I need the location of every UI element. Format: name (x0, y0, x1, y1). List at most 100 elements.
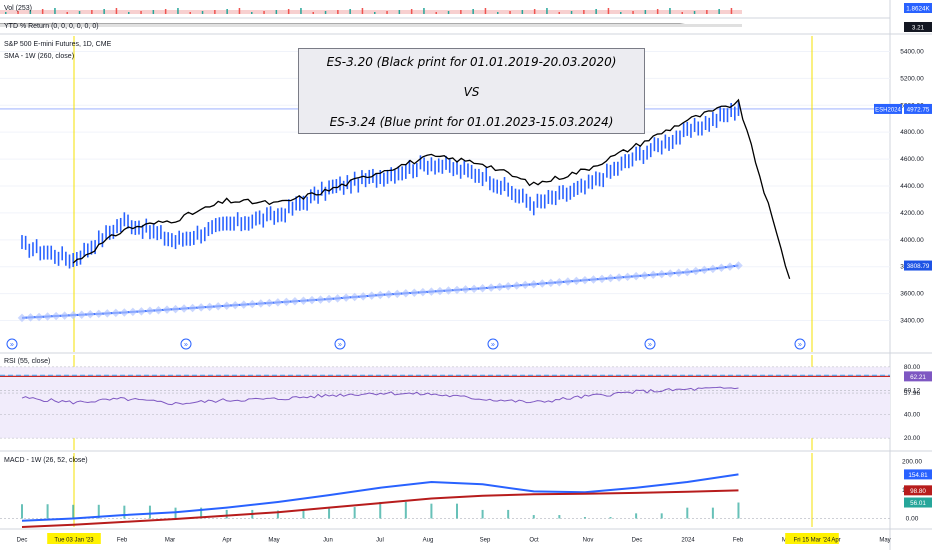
sma-point (435, 286, 445, 296)
sma-point (683, 267, 692, 277)
macd-histogram-bar (635, 513, 638, 519)
ytd-badge (904, 22, 932, 32)
sma-point (708, 264, 718, 274)
x-tick-label: Dec (632, 538, 643, 544)
sma-point (734, 261, 743, 270)
sma-point (367, 291, 376, 300)
sma-point (674, 268, 684, 278)
sma-point (725, 262, 735, 271)
vol-bar (140, 11, 142, 14)
vol-bar (349, 9, 351, 14)
sma-point (486, 283, 496, 292)
x-tick-label: May (268, 538, 279, 544)
macd-histogram-bar (302, 510, 305, 519)
macd-tick-label: 200.00 (902, 459, 922, 466)
rsi-tick-label: 80.00 (904, 364, 921, 371)
vol-bar (632, 11, 634, 14)
sma-point (17, 313, 27, 323)
vol-badge (904, 3, 932, 13)
vol-bar (558, 12, 560, 14)
vol-bar (337, 10, 339, 14)
sma-point (324, 294, 334, 304)
vol-bar (374, 12, 376, 14)
event-icon (180, 338, 192, 350)
macd-histogram-bar (379, 501, 382, 519)
sma-point (631, 271, 641, 281)
sma-point (68, 310, 78, 320)
y-tick-label: 3400.00 (900, 318, 924, 325)
rsi-tick-label: 20.00 (904, 435, 921, 442)
sma-point (520, 280, 530, 290)
y-tick-label: 5400.00 (900, 48, 924, 55)
sma-point (410, 288, 419, 297)
vol-bar (693, 11, 696, 14)
vol-bar (607, 8, 610, 14)
sma-point (538, 279, 547, 288)
vol-bar (78, 11, 81, 14)
event-icon: » (338, 341, 342, 348)
macd-histogram-bar (328, 507, 331, 519)
annotation-box: ES-3.20 (Black print for 01.01.2019-20.0… (298, 48, 645, 134)
macd-histogram-bar (609, 517, 612, 519)
sma-point (77, 310, 86, 319)
macd-histogram-bar (686, 507, 689, 519)
macd-histogram-bar (583, 517, 586, 519)
sma-point (162, 305, 172, 314)
event-icon (6, 338, 18, 350)
event-icon (487, 338, 499, 350)
sma-point (137, 307, 146, 316)
y-tick-label: 4200.00 (900, 210, 924, 217)
vol-bar (398, 10, 401, 14)
macd-tick-label: 0.00 (906, 515, 919, 522)
ytd-badge-text: 3.21 (912, 25, 925, 32)
sma-point (452, 285, 462, 295)
sma-point (60, 311, 69, 320)
sma-point (572, 276, 581, 286)
sma-point (648, 270, 658, 280)
x-tick-label: May (879, 538, 890, 544)
rsi-series-line (21, 386, 739, 406)
sma-point (512, 281, 521, 290)
sma-point (273, 298, 283, 307)
sma-point (461, 285, 470, 294)
rsi-tick-label: 60.12 (904, 387, 921, 394)
rsi-tick-label: 57.96 (904, 390, 921, 397)
event-icon: » (184, 341, 188, 348)
sma-point (120, 308, 129, 317)
sma-point (563, 277, 573, 286)
sma-point (205, 302, 214, 312)
vol-bar (300, 8, 302, 14)
sma-point (589, 275, 598, 284)
sma-point (375, 290, 385, 300)
histogram-badge (904, 497, 932, 508)
event-icon (334, 338, 346, 350)
sma-point (111, 308, 121, 318)
vol-bar (472, 9, 474, 14)
vol-bar (29, 10, 32, 14)
sma-point (248, 299, 257, 309)
event-icon: » (491, 341, 495, 348)
sma-point (103, 309, 112, 318)
macd-histogram-bar (97, 504, 100, 519)
vol-bar (164, 9, 167, 14)
sma-point (623, 272, 632, 282)
sma-point (614, 273, 624, 282)
sma-point (597, 274, 607, 284)
vol-bar (5, 12, 7, 14)
sma-point (230, 300, 240, 310)
vol-bar (361, 8, 364, 14)
event-icon: » (798, 341, 802, 348)
rsi-badge (904, 371, 932, 382)
vol-bar (103, 9, 105, 14)
date-highlight (785, 533, 839, 544)
symbol-badge-text: ESH2024 (875, 107, 901, 113)
macd-histogram-bar (507, 509, 510, 519)
date-highlight (47, 533, 101, 544)
vol-bar (238, 8, 241, 14)
sma-point (717, 263, 726, 272)
ytd-label: YTD % Return (0, 0, 0, 0, 0, 0) (4, 23, 99, 30)
sma-badge-text: 3808.79 (907, 263, 930, 270)
sma-point (469, 284, 479, 294)
signal-badge-text: 98.80 (910, 488, 926, 495)
vol-bar (41, 9, 44, 14)
